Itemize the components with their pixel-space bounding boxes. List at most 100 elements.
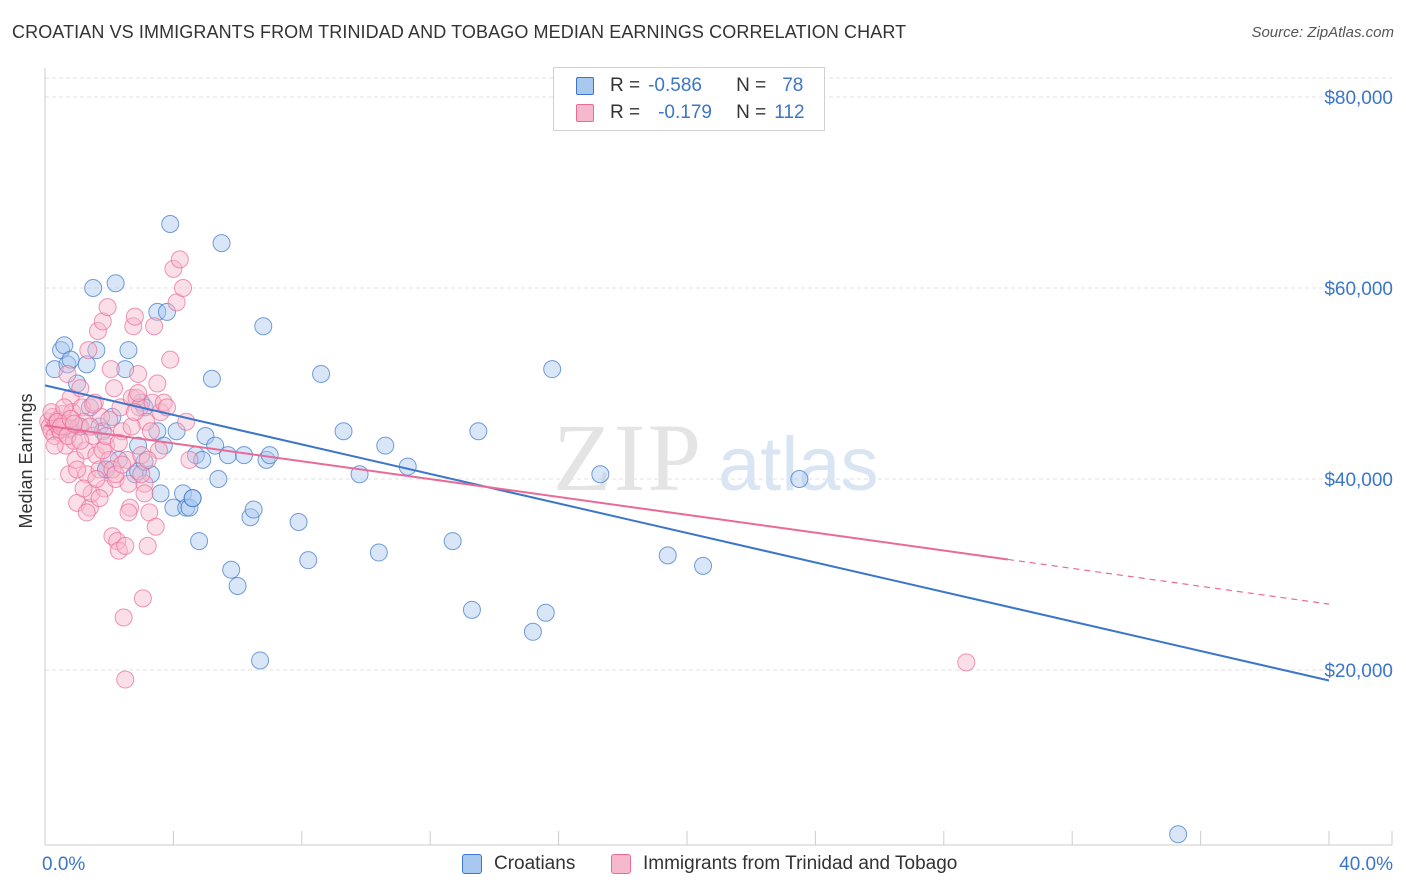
- data-point: [235, 446, 254, 465]
- data-point: [145, 317, 164, 336]
- data-point: [61, 409, 80, 428]
- data-point: [129, 436, 148, 455]
- data-point: [58, 364, 77, 383]
- data-point: [161, 215, 180, 234]
- legend-item-croatians[interactable]: Croatians: [462, 853, 575, 875]
- data-point: [244, 500, 263, 519]
- data-point: [109, 541, 128, 560]
- data-point: [151, 484, 170, 503]
- data-point: [212, 234, 231, 253]
- data-point: [129, 384, 148, 403]
- trinidad-swatch: [576, 104, 594, 122]
- data-point: [98, 298, 117, 317]
- data-point: [164, 259, 183, 278]
- r-label: R =: [610, 102, 641, 123]
- data-point: [114, 608, 133, 627]
- data-point: [443, 532, 462, 551]
- data-point: [125, 465, 144, 484]
- data-point: [1169, 825, 1188, 844]
- data-point: [228, 576, 247, 595]
- data-point: [113, 455, 132, 474]
- data-point: [90, 489, 109, 508]
- data-point: [148, 302, 167, 321]
- data-point: [58, 355, 77, 374]
- data-point: [100, 410, 119, 429]
- data-point: [106, 465, 125, 484]
- data-point: [119, 503, 138, 522]
- data-point: [116, 536, 135, 555]
- data-point: [55, 398, 74, 417]
- data-point: [591, 465, 610, 484]
- data-point: [146, 517, 165, 536]
- data-point: [289, 512, 308, 531]
- watermark-zip: ZIP: [553, 404, 703, 511]
- stats-legend-row-trinidad: R = -0.179 N = 112: [576, 101, 805, 125]
- data-point: [148, 374, 167, 393]
- data-point: [299, 551, 318, 570]
- data-point: [129, 364, 148, 383]
- r-value: -0.179: [658, 102, 712, 123]
- data-point: [80, 498, 99, 517]
- data-point: [103, 460, 122, 479]
- data-point: [116, 670, 135, 689]
- data-point: [369, 543, 388, 562]
- data-point: [84, 279, 103, 297]
- trend-line-dashed: [1007, 558, 1330, 605]
- trend-line: [44, 384, 1330, 682]
- data-point: [209, 470, 228, 488]
- data-point: [119, 474, 138, 493]
- data-point: [154, 393, 173, 412]
- data-point: [174, 279, 193, 297]
- data-point: [119, 341, 138, 360]
- data-point: [157, 302, 176, 321]
- series-croatians: [45, 215, 1188, 844]
- data-point: [180, 498, 199, 517]
- data-point: [71, 431, 90, 450]
- x-tick-label: 40.0%: [1339, 854, 1393, 875]
- data-point: [109, 433, 128, 452]
- data-point: [66, 450, 85, 469]
- data-point: [190, 532, 209, 551]
- data-point: [68, 460, 87, 479]
- data-point: [135, 474, 154, 493]
- watermark-atlas: atlas: [718, 422, 879, 507]
- n-value: 112: [774, 102, 805, 123]
- data-point: [251, 651, 270, 670]
- croatians-legend-swatch: [462, 854, 482, 874]
- data-point: [138, 536, 157, 555]
- data-point: [164, 498, 183, 517]
- chart-title: CROATIAN VS IMMIGRANTS FROM TRINIDAD AND…: [12, 22, 907, 42]
- trend-line: [44, 424, 1009, 561]
- data-point: [105, 379, 124, 398]
- n-value: 78: [782, 75, 804, 96]
- data-point: [79, 341, 98, 360]
- data-point: [138, 450, 157, 469]
- data-point: [161, 350, 180, 369]
- data-point: [122, 417, 141, 436]
- data-point: [196, 427, 215, 446]
- data-point: [790, 470, 809, 488]
- data-point: [133, 589, 152, 608]
- series-legend: Croatians Immigrants from Trinidad and T…: [0, 851, 1406, 879]
- data-point: [543, 360, 562, 379]
- series-trinidad: [39, 250, 976, 689]
- data-point: [334, 422, 353, 441]
- y-tick-label: $60,000: [1324, 279, 1393, 300]
- croatians-legend-label: Croatians: [494, 853, 576, 874]
- data-point: [135, 484, 154, 503]
- data-point: [462, 600, 481, 619]
- y-tick-label: $20,000: [1324, 661, 1393, 682]
- data-point: [77, 503, 96, 522]
- data-point: [76, 441, 95, 460]
- legend-item-trinidad[interactable]: Immigrants from Trinidad and Tobago: [611, 853, 957, 875]
- source-label: Source: ZipAtlas.com: [1251, 24, 1394, 41]
- croatians-swatch: [576, 77, 594, 95]
- data-point: [125, 307, 144, 326]
- data-point: [124, 317, 143, 336]
- data-point: [101, 360, 120, 379]
- data-point: [536, 603, 555, 622]
- data-point: [193, 450, 212, 469]
- data-point: [93, 441, 112, 460]
- data-point: [469, 422, 488, 441]
